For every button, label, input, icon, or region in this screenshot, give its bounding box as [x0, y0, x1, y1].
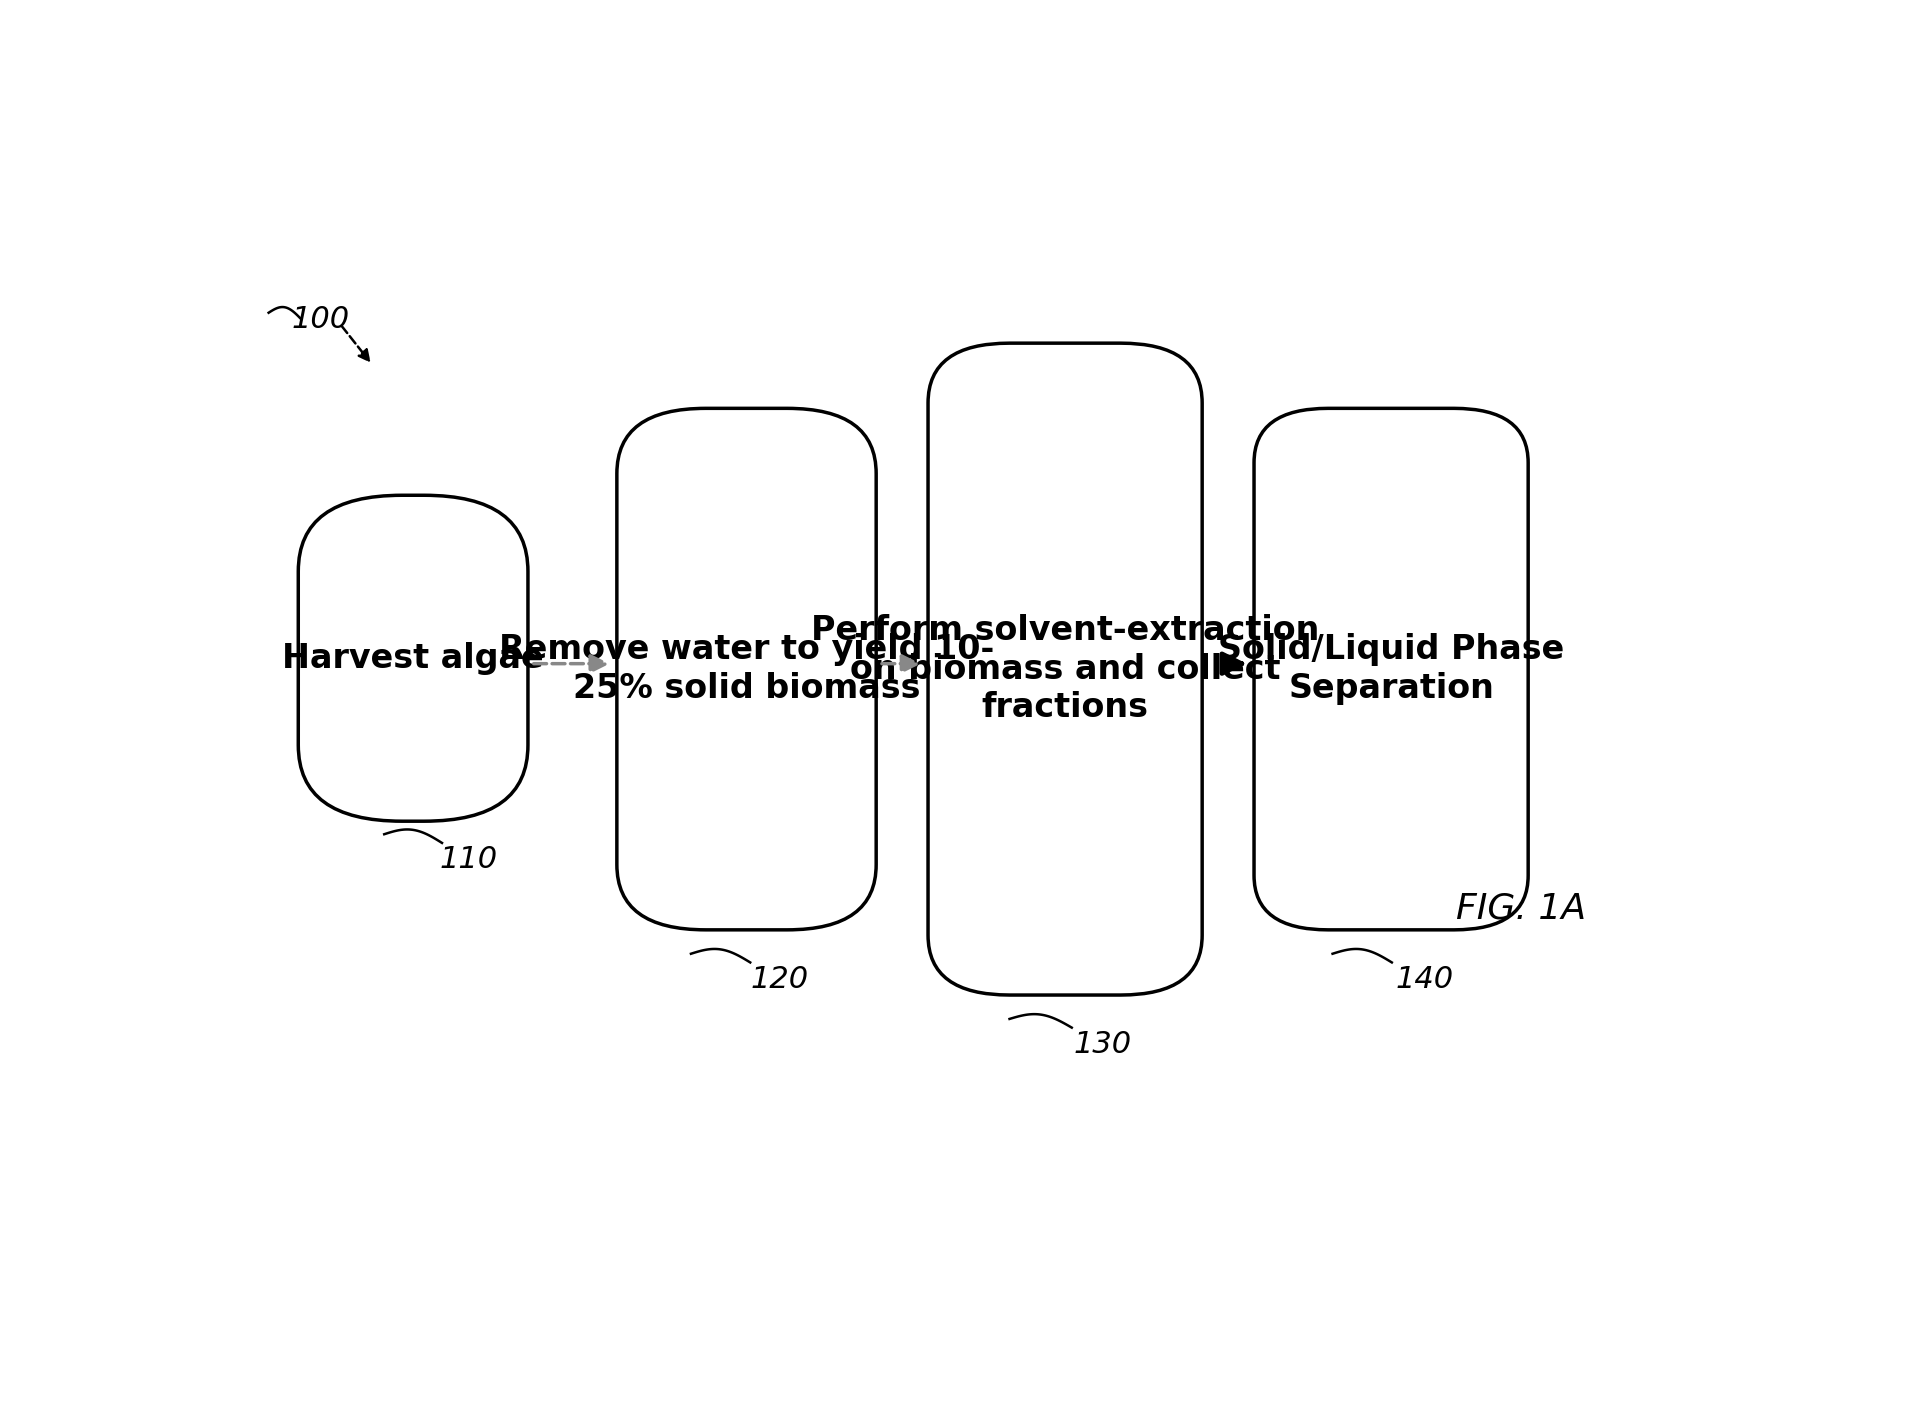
FancyBboxPatch shape — [927, 343, 1203, 995]
Text: Remove water to yield 10-
25% solid biomass: Remove water to yield 10- 25% solid biom… — [499, 634, 994, 704]
FancyBboxPatch shape — [298, 495, 528, 821]
Text: Harvest algae: Harvest algae — [283, 642, 543, 674]
FancyBboxPatch shape — [618, 408, 876, 930]
Text: FIG. 1A: FIG. 1A — [1455, 892, 1585, 926]
Text: 110: 110 — [440, 845, 497, 873]
Text: 100: 100 — [291, 305, 350, 334]
Text: 130: 130 — [1075, 1030, 1132, 1058]
Text: 140: 140 — [1396, 965, 1453, 993]
Text: 120: 120 — [751, 965, 809, 993]
FancyBboxPatch shape — [1254, 408, 1528, 930]
Text: Solid/Liquid Phase
Separation: Solid/Liquid Phase Separation — [1218, 634, 1564, 704]
Text: Perform solvent-extraction
on biomass and collect
fractions: Perform solvent-extraction on biomass an… — [811, 614, 1319, 724]
